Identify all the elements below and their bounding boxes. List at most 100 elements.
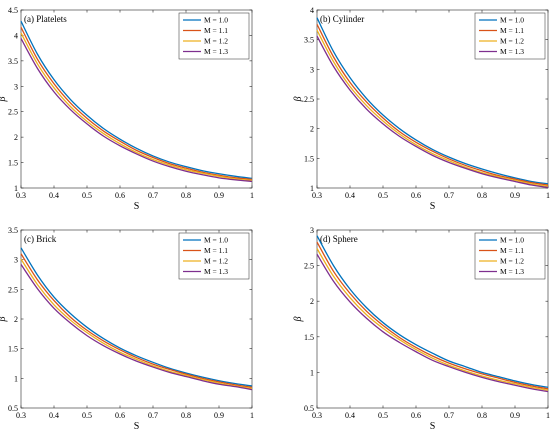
y-tick-label: 1.5 — [304, 333, 314, 342]
x-tick-label: 0.3 — [16, 411, 26, 420]
x-tick-label: 0.6 — [115, 191, 125, 200]
y-tick-label: 4 — [310, 6, 314, 15]
legend-label: M = 1.3 — [204, 47, 228, 56]
x-tick-label: 1 — [250, 191, 254, 200]
panel-b: 0.3 0.4 0.5 0.6 0.7 0.8 0.9 1 1 1.5 2 2.5 3 3.5 4 Sβ (b)… — [293, 6, 550, 212]
x-tick-label: 0.7 — [148, 411, 158, 420]
panel-title: (a) Platelets — [24, 14, 67, 24]
y-tick-label: 1.5 — [8, 345, 18, 354]
y-tick-label: 0.5 — [304, 404, 314, 413]
legend-label: M = 1.1 — [500, 246, 524, 255]
x-axis-label: S — [430, 201, 436, 212]
x-tick-label: 0.4 — [345, 191, 355, 200]
x-tick-label: 1 — [546, 411, 550, 420]
y-tick-label: 3 — [14, 82, 18, 91]
series-line-m1 — [316, 241, 549, 390]
legend-label: M = 1.0 — [204, 16, 228, 25]
panel-title: (c) Brick — [24, 234, 57, 244]
y-tick-label: 2.5 — [304, 95, 314, 104]
series-line-m3 — [20, 264, 253, 391]
panel-a: 0.3 0.4 0.5 0.6 0.7 0.8 0.9 1 1 1.5 2 2.5 3 3.5 4 4.5 Sβ… — [0, 6, 254, 212]
y-axis-label: β — [0, 96, 8, 102]
y-tick-label: 3.5 — [8, 57, 18, 66]
y-tick-label: 1 — [310, 368, 314, 377]
x-axis-label: S — [134, 201, 140, 212]
y-axis-label: β — [293, 96, 304, 102]
x-tick-label: 0.4 — [49, 191, 59, 200]
series-line-m2 — [20, 32, 253, 182]
x-tick-label: 0.5 — [82, 411, 92, 420]
plot-frame-a — [20, 9, 253, 189]
y-tick-label: 2.5 — [8, 108, 18, 117]
x-axis-label: S — [430, 421, 436, 432]
series-line-m1 — [20, 253, 253, 388]
y-tick-label: 1 — [14, 374, 18, 383]
y-tick-label: 2 — [310, 297, 314, 306]
y-tick-label: 3.5 — [8, 226, 18, 235]
x-tick-label: 0.4 — [49, 411, 59, 420]
series-line-m0 — [20, 247, 253, 387]
x-tick-label: 0.4 — [345, 411, 355, 420]
legend-label: M = 1.2 — [204, 257, 228, 266]
y-tick-label: 3 — [310, 65, 314, 74]
series-line-m2 — [20, 258, 253, 390]
y-tick-label: 0.5 — [8, 404, 18, 413]
x-tick-label: 0.9 — [510, 191, 520, 200]
legend-label: M = 1.2 — [204, 37, 228, 46]
x-tick-label: 0.5 — [82, 191, 92, 200]
series-line-m3 — [20, 38, 253, 183]
series-line-m1 — [316, 23, 549, 186]
y-tick-label: 2.5 — [8, 285, 18, 294]
series-line-m1 — [20, 26, 253, 180]
legend-label: M = 1.2 — [500, 37, 524, 46]
x-tick-label: 0.3 — [312, 191, 322, 200]
y-axis-label: β — [293, 316, 304, 322]
x-tick-label: 1 — [546, 191, 550, 200]
panel-d: 0.3 0.4 0.5 0.6 0.7 0.8 0.9 1 0.5 1 1.5 2 2.5 3 Sβ (d) … — [293, 226, 550, 432]
plot-frame-d — [316, 229, 549, 409]
y-tick-label: 4.5 — [8, 6, 18, 15]
y-axis-label: β — [0, 316, 8, 322]
x-tick-label: 0.9 — [214, 411, 224, 420]
x-tick-label: 0.6 — [411, 411, 421, 420]
legend-label: M = 1.0 — [500, 16, 524, 25]
x-tick-label: 0.7 — [148, 191, 158, 200]
y-tick-label: 1 — [14, 184, 18, 193]
y-tick-label: 1 — [310, 184, 314, 193]
y-tick-label: 3 — [310, 226, 314, 235]
x-tick-label: 0.3 — [16, 191, 26, 200]
panel-c: 0.3 0.4 0.5 0.6 0.7 0.8 0.9 1 0.5 1 1.5 2 2.5 3 3.5 Sβ (… — [0, 226, 254, 432]
x-tick-label: 0.5 — [378, 411, 388, 420]
panel-title: (b) Cylinder — [320, 14, 364, 24]
series-line-m2 — [316, 248, 549, 391]
legend-label: M = 1.1 — [204, 26, 228, 35]
legend-label: M = 1.3 — [500, 47, 524, 56]
y-tick-label: 2.5 — [304, 262, 314, 271]
legend-label: M = 1.3 — [500, 267, 524, 276]
y-tick-label: 3 — [14, 256, 18, 265]
legend-label: M = 1.0 — [500, 236, 524, 245]
x-tick-label: 0.8 — [477, 191, 487, 200]
legend-label: M = 1.3 — [204, 267, 228, 276]
series-line-m3 — [316, 253, 549, 393]
panel-title: (d) Sphere — [320, 234, 358, 244]
x-tick-label: 0.8 — [181, 411, 191, 420]
x-tick-label: 0.9 — [510, 411, 520, 420]
y-tick-label: 4 — [14, 31, 18, 40]
x-tick-label: 0.7 — [444, 411, 454, 420]
series-line-m3 — [316, 35, 549, 189]
x-tick-label: 0.6 — [411, 191, 421, 200]
series-line-m0 — [316, 235, 549, 388]
series-line-m0 — [316, 17, 549, 185]
y-tick-label: 1.5 — [8, 159, 18, 168]
x-tick-label: 0.8 — [477, 411, 487, 420]
x-tick-label: 0.5 — [378, 191, 388, 200]
y-tick-label: 2 — [310, 125, 314, 134]
y-tick-label: 3.5 — [304, 36, 314, 45]
x-tick-label: 1 — [250, 411, 254, 420]
y-tick-label: 1.5 — [304, 154, 314, 163]
legend-label: M = 1.1 — [500, 26, 524, 35]
y-tick-label: 2 — [14, 315, 18, 324]
